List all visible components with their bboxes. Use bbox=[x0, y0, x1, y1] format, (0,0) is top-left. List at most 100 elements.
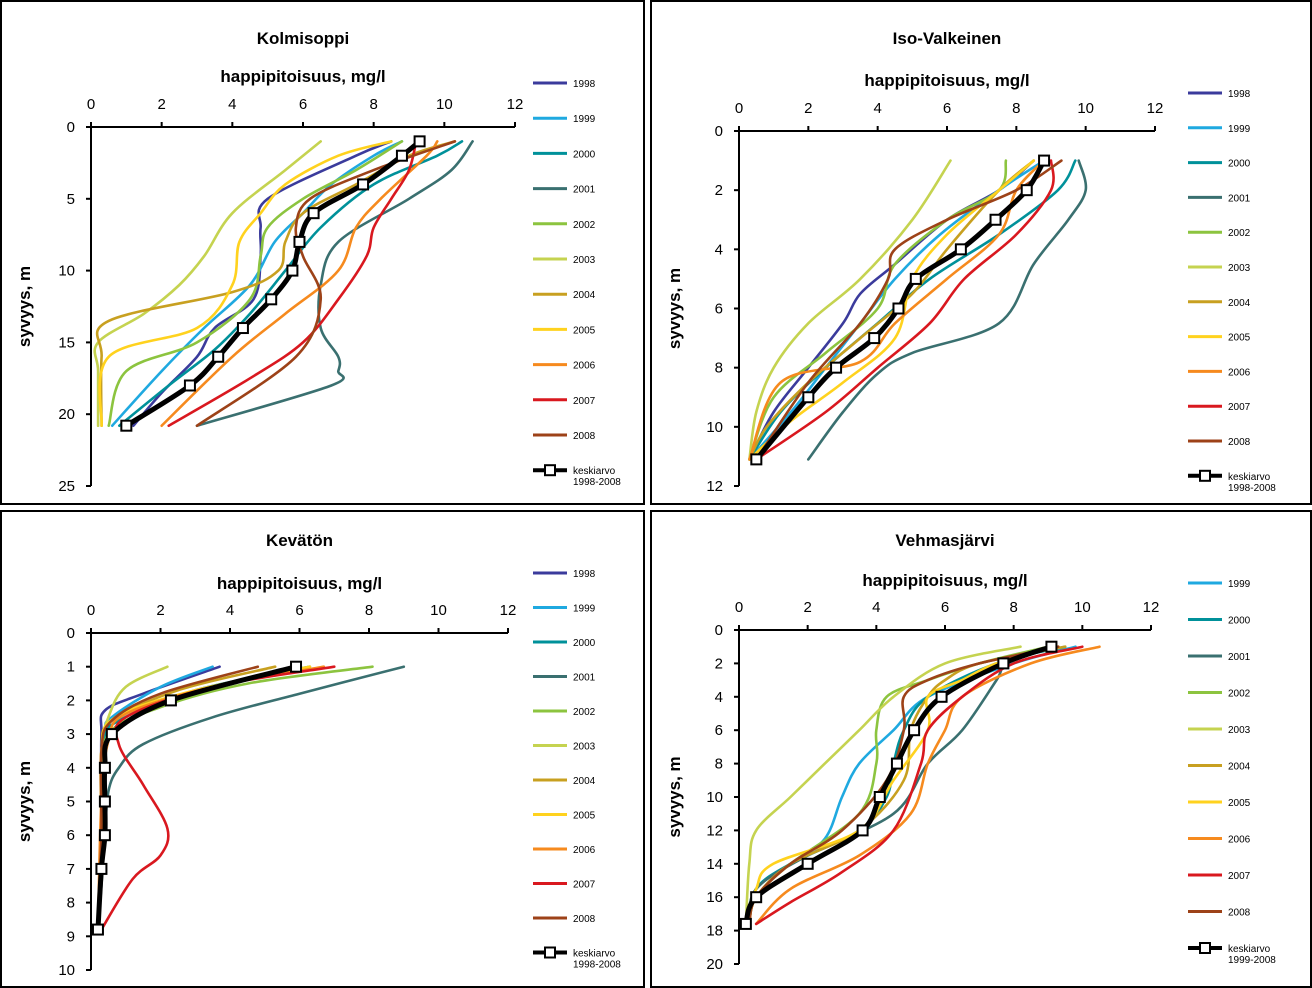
series-line-2001 bbox=[807, 159, 1088, 461]
legend-label: 2001 bbox=[1228, 652, 1251, 663]
chart-svg-iso-valkeinen: Iso-Valkeinen happipitoisuus, mg/l syvyys,… bbox=[650, 0, 1312, 505]
y-tick-label: 0 bbox=[715, 123, 723, 140]
mean-marker bbox=[265, 293, 278, 306]
y-tick-label: 20 bbox=[58, 406, 75, 423]
series-line-2008 bbox=[748, 645, 1060, 926]
x-tick-label: 10 bbox=[436, 96, 453, 113]
legend-label: 2004 bbox=[573, 776, 596, 787]
legend-label: 2004 bbox=[573, 290, 596, 301]
y-tick-label: 2 bbox=[715, 655, 723, 672]
chart-title: Kevätön bbox=[266, 531, 333, 550]
y-tick-label: 15 bbox=[58, 334, 75, 351]
legend-label: 1999 bbox=[573, 604, 596, 615]
chart-title: Kolmisoppi bbox=[257, 29, 350, 48]
mean-marker bbox=[892, 302, 905, 315]
x-tick-label: 8 bbox=[369, 96, 377, 113]
legend-label: 2007 bbox=[1228, 871, 1251, 882]
mean-marker bbox=[909, 272, 922, 285]
legend-marker bbox=[544, 464, 556, 477]
x-axis-label: happipitoisuus, mg/l bbox=[220, 67, 385, 86]
legend-label: 2006 bbox=[573, 361, 596, 372]
x-tick-label: 0 bbox=[87, 602, 95, 619]
mean-marker bbox=[95, 862, 108, 875]
y-tick-label: 12 bbox=[706, 478, 723, 495]
x-tick-label: 12 bbox=[507, 96, 524, 113]
legend-marker bbox=[544, 946, 556, 959]
x-tick-label: 6 bbox=[943, 100, 951, 117]
x-tick-label: 12 bbox=[500, 602, 517, 619]
chart-kevaton: Kevätön happipitoisuus, mg/l syvyys, m 0 2 4 6… bbox=[0, 510, 645, 988]
legend-label: 2005 bbox=[573, 325, 596, 336]
legend-label: 2008 bbox=[1228, 437, 1251, 448]
y-tick-label: 4 bbox=[67, 760, 75, 777]
y-tick-label: 6 bbox=[67, 827, 75, 844]
legend-label: 2000 bbox=[573, 149, 596, 160]
mean-marker bbox=[1045, 640, 1058, 653]
mean-marker bbox=[164, 694, 177, 707]
x-axis-label: happipitoisuus, mg/l bbox=[864, 71, 1029, 90]
legend-label: keskiarvo 1998-2008 bbox=[1228, 472, 1276, 494]
legend-label: 2003 bbox=[573, 255, 596, 266]
series-line-2007 bbox=[754, 645, 1084, 926]
y-tick-label: 8 bbox=[67, 895, 75, 912]
mean-marker bbox=[935, 690, 948, 703]
chart-svg-vehmasjarvi: Vehmasjärvi happipitoisuus, mg/l syvyys, m… bbox=[650, 510, 1312, 988]
legend-label: 1998 bbox=[1228, 89, 1251, 100]
y-tick-label: 0 bbox=[715, 622, 723, 639]
series-line-2003 bbox=[748, 159, 952, 461]
x-tick-label: 8 bbox=[1009, 599, 1017, 616]
chart-vehmasjarvi: Vehmasjärvi happipitoisuus, mg/l syvyys, m… bbox=[650, 510, 1312, 988]
y-tick-label: 16 bbox=[706, 889, 723, 906]
legend-label: 1999 bbox=[1228, 579, 1251, 590]
y-tick-label: 6 bbox=[715, 722, 723, 739]
y-tick-label: 12 bbox=[706, 822, 723, 839]
y-tick-label: 0 bbox=[67, 119, 75, 136]
series-line-2002 bbox=[107, 140, 404, 427]
y-tick-label: 5 bbox=[67, 794, 75, 811]
y-axis-label: syvyys, m bbox=[15, 266, 34, 347]
y-tick-label: 8 bbox=[715, 756, 723, 773]
legend-label: 2005 bbox=[1228, 333, 1251, 344]
legend-label: 1999 bbox=[1228, 124, 1251, 135]
y-tick-label: 10 bbox=[58, 962, 75, 979]
x-tick-label: 6 bbox=[295, 602, 303, 619]
legend-marker bbox=[1199, 469, 1211, 482]
legend-label: 2000 bbox=[1228, 616, 1251, 627]
x-tick-label: 0 bbox=[735, 599, 743, 616]
mean-marker bbox=[98, 761, 111, 774]
series-line-keskiarvo bbox=[753, 158, 1047, 462]
mean-marker bbox=[750, 891, 763, 904]
mean-marker bbox=[120, 419, 133, 432]
x-tick-label: 10 bbox=[1077, 100, 1094, 117]
mean-marker bbox=[997, 657, 1010, 670]
legend-label: 2007 bbox=[1228, 402, 1251, 413]
x-tick-label: 4 bbox=[872, 599, 880, 616]
y-tick-label: 4 bbox=[715, 241, 723, 258]
legend-label: 2008 bbox=[1228, 908, 1251, 919]
legend-label: 2003 bbox=[1228, 725, 1251, 736]
y-tick-label: 9 bbox=[67, 928, 75, 945]
series-line-2005 bbox=[98, 140, 393, 427]
chart-title: Vehmasjärvi bbox=[895, 531, 994, 550]
y-tick-label: 14 bbox=[706, 856, 723, 873]
y-tick-label: 25 bbox=[58, 478, 75, 495]
mean-marker bbox=[890, 757, 903, 770]
mean-marker bbox=[286, 264, 299, 277]
mean-marker bbox=[98, 829, 111, 842]
y-tick-label: 3 bbox=[67, 726, 75, 743]
y-tick-label: 1 bbox=[67, 659, 75, 676]
legend-label: 2003 bbox=[1228, 263, 1251, 274]
x-tick-label: 2 bbox=[157, 96, 165, 113]
mean-marker bbox=[830, 361, 843, 374]
y-axis-label: syvyys, m bbox=[665, 756, 684, 837]
series-line-2006 bbox=[160, 140, 439, 427]
x-tick-label: 8 bbox=[1012, 100, 1020, 117]
y-tick-label: 0 bbox=[67, 625, 75, 642]
x-axis-label: happipitoisuus, mg/l bbox=[862, 571, 1027, 590]
chart-svg-kevaton: Kevätön happipitoisuus, mg/l syvyys, m 0 2 4 6… bbox=[0, 510, 645, 988]
y-tick-label: 5 bbox=[67, 191, 75, 208]
series-line-keskiarvo bbox=[743, 644, 1054, 927]
legend-label: 2000 bbox=[1228, 159, 1251, 170]
mean-marker bbox=[873, 791, 886, 803]
legend-marker bbox=[1199, 942, 1211, 954]
